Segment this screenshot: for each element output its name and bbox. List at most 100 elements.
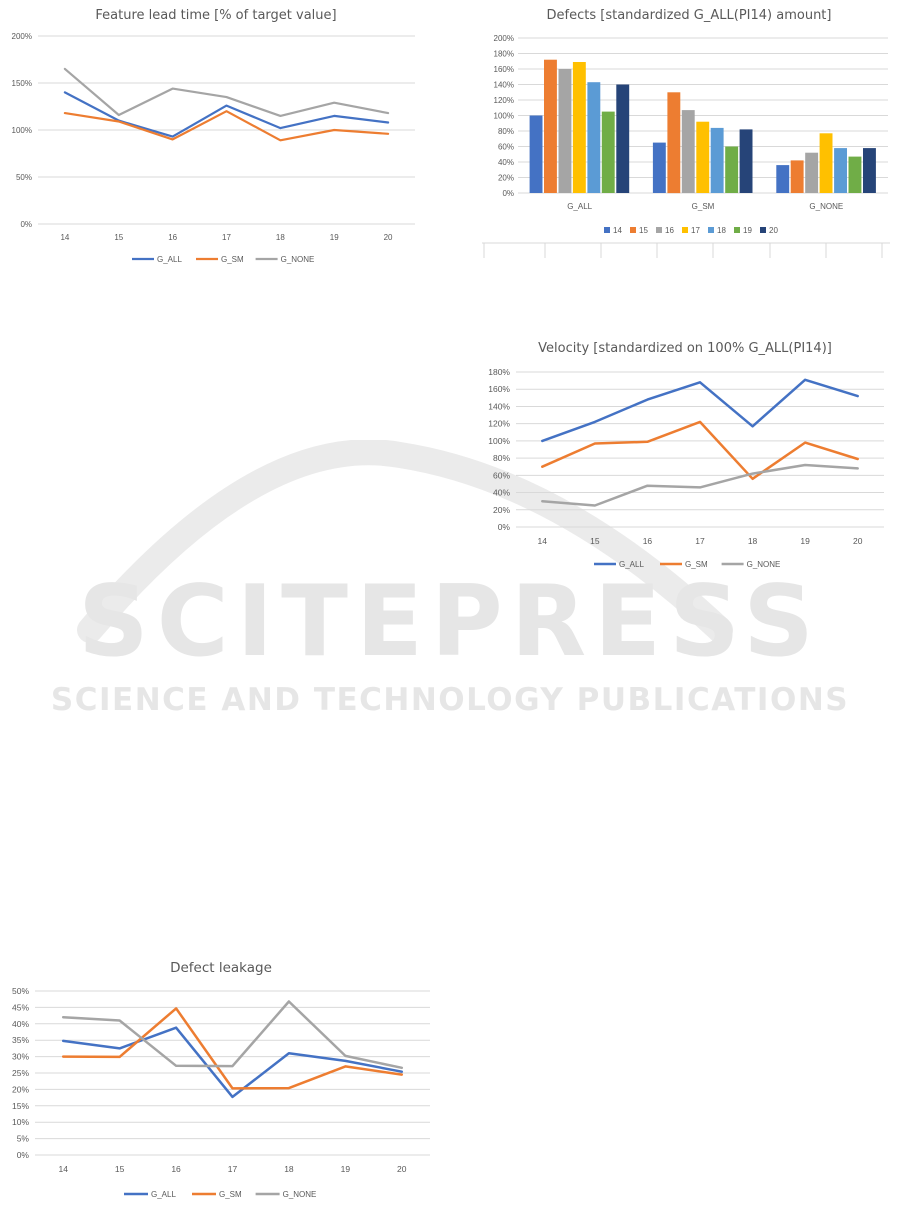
- x-tick-label: 17: [228, 1164, 238, 1174]
- x-tick-label: 19: [341, 1164, 351, 1174]
- legend-swatch: [734, 227, 740, 233]
- series-line-g_sm: [63, 110, 390, 142]
- series-line-g_none: [63, 67, 390, 118]
- x-tick-label: G_ALL: [567, 202, 592, 211]
- x-tick-label: 16: [171, 1164, 181, 1174]
- legend-label: G_SM: [685, 560, 708, 569]
- y-tick-label: 0%: [502, 189, 514, 198]
- y-tick-label: 120%: [494, 96, 514, 105]
- y-tick-label: 100%: [12, 126, 32, 135]
- y-tick-label: 140%: [494, 81, 514, 90]
- legend-swatch: [630, 227, 636, 233]
- y-tick-label: 20%: [493, 505, 510, 515]
- bar-g_sm-18: [710, 127, 724, 193]
- y-tick-label: 10%: [12, 1117, 29, 1127]
- y-tick-label: 40%: [12, 1019, 29, 1029]
- x-tick-label: 20: [384, 233, 393, 242]
- y-tick-label: 40%: [498, 158, 514, 167]
- y-tick-label: 35%: [12, 1035, 29, 1045]
- x-tick-label: 14: [58, 1164, 68, 1174]
- legend-swatch: [682, 227, 688, 233]
- bar-g_none-18: [834, 148, 847, 193]
- legend-label: 19: [743, 226, 752, 235]
- x-tick-label: 16: [168, 233, 177, 242]
- y-tick-label: 180%: [494, 50, 514, 59]
- series-line-g_none: [541, 463, 859, 507]
- legend-label: 16: [665, 226, 674, 235]
- defect-leakage-svg: Defect leakage 0% 5% 10% 15% 20% 25% 30% 35% 40% 4…: [12, 960, 430, 1199]
- y-tick-label: 0%: [17, 1150, 30, 1160]
- series-line-g_none: [61, 1000, 404, 1070]
- y-tick-label: 40%: [493, 488, 510, 498]
- series-line-g_sm: [61, 1007, 404, 1090]
- bar-g_sm-16: [681, 110, 695, 193]
- bar-g_all-16: [558, 69, 572, 193]
- x-tick-label: 18: [284, 1164, 294, 1174]
- legend-label: 18: [717, 226, 726, 235]
- defect-leakage-chart: Defect leakage 0% 5% 10% 15% 20% 25% 30% 35% 40% 4…: [0, 950, 445, 1205]
- x-tick-label: 20: [853, 536, 863, 546]
- legend-label: G_ALL: [151, 1190, 176, 1199]
- x-tick-label: 19: [800, 536, 810, 546]
- bar-g_all-18: [587, 82, 601, 193]
- y-tick-label: 80%: [493, 453, 510, 463]
- legend-label: G_ALL: [157, 255, 182, 264]
- bar-g_sm-14: [652, 142, 666, 193]
- watermark-title: SCITEPRESS: [78, 565, 822, 679]
- bar-g_sm-17: [696, 121, 710, 193]
- x-tick-label: 19: [330, 233, 339, 242]
- x-tick-label: 17: [695, 536, 705, 546]
- x-tick-label: 18: [748, 536, 758, 546]
- legend-label: 15: [639, 226, 648, 235]
- bar-g_none-19: [848, 156, 862, 193]
- y-tick-label: 120%: [488, 419, 510, 429]
- y-tick-label: 5%: [17, 1134, 30, 1144]
- legend-label: 14: [613, 226, 622, 235]
- legend-swatch: [760, 227, 766, 233]
- bar-g_none-17: [819, 133, 833, 193]
- legend-label: G_NONE: [747, 560, 781, 569]
- legend-label: G_SM: [219, 1190, 242, 1199]
- bar-g_all-17: [572, 62, 586, 193]
- x-tick-label: 15: [114, 233, 123, 242]
- legend-label: G_NONE: [281, 255, 315, 264]
- bar-g_sm-15: [667, 92, 681, 194]
- series-line-g_all: [61, 1026, 404, 1099]
- watermark-subtitle: SCIENCE AND TECHNOLOGY PUBLICATIONS: [51, 682, 849, 718]
- bar-g_all-15: [544, 59, 557, 194]
- y-tick-label: 200%: [12, 32, 32, 41]
- bar-g_sm-19: [725, 146, 739, 193]
- y-tick-label: 25%: [12, 1068, 29, 1078]
- y-tick-label: 45%: [12, 1002, 29, 1012]
- velocity-chart: Velocity [standardized on 100% G_ALL(PI1…: [470, 330, 901, 580]
- y-tick-label: 150%: [12, 79, 32, 88]
- y-tick-label: 80%: [498, 127, 514, 136]
- legend-label: G_NONE: [283, 1190, 317, 1199]
- y-tick-label: 0%: [20, 220, 32, 229]
- series-line-g_sm: [541, 420, 859, 481]
- chart-title: Defect leakage: [170, 960, 272, 976]
- y-tick-label: 20%: [12, 1084, 29, 1094]
- y-tick-label: 20%: [498, 174, 514, 183]
- y-tick-label: 60%: [498, 143, 514, 152]
- legend-swatch: [656, 227, 662, 233]
- x-tick-label: G_NONE: [809, 202, 843, 211]
- y-tick-label: 100%: [494, 112, 514, 121]
- bar-g_sm-20: [739, 129, 753, 193]
- chart-title: Velocity [standardized on 100% G_ALL(PI1…: [538, 341, 832, 356]
- defects-chart: Defects [standardized G_ALL(PI14) amount…: [470, 0, 901, 262]
- y-tick-label: 200%: [494, 34, 514, 43]
- feature-lead-time-svg: Feature lead time [% of target value] 0% 5…: [12, 8, 415, 264]
- bar-g_none-16: [805, 152, 819, 193]
- x-tick-label: 20: [397, 1164, 407, 1174]
- series-line-g_all: [541, 378, 859, 443]
- bar-g_none-15: [790, 160, 804, 193]
- y-tick-label: 30%: [12, 1052, 29, 1062]
- legend-swatch: [604, 227, 610, 233]
- velocity-svg: Velocity [standardized on 100% G_ALL(PI1…: [488, 341, 884, 569]
- x-tick-label: G_SM: [692, 202, 715, 211]
- y-tick-label: 140%: [488, 401, 510, 411]
- feature-lead-time-chart: Feature lead time [% of target value] 0% 5…: [0, 0, 440, 275]
- y-tick-label: 100%: [488, 436, 510, 446]
- legend-label: G_SM: [221, 255, 244, 264]
